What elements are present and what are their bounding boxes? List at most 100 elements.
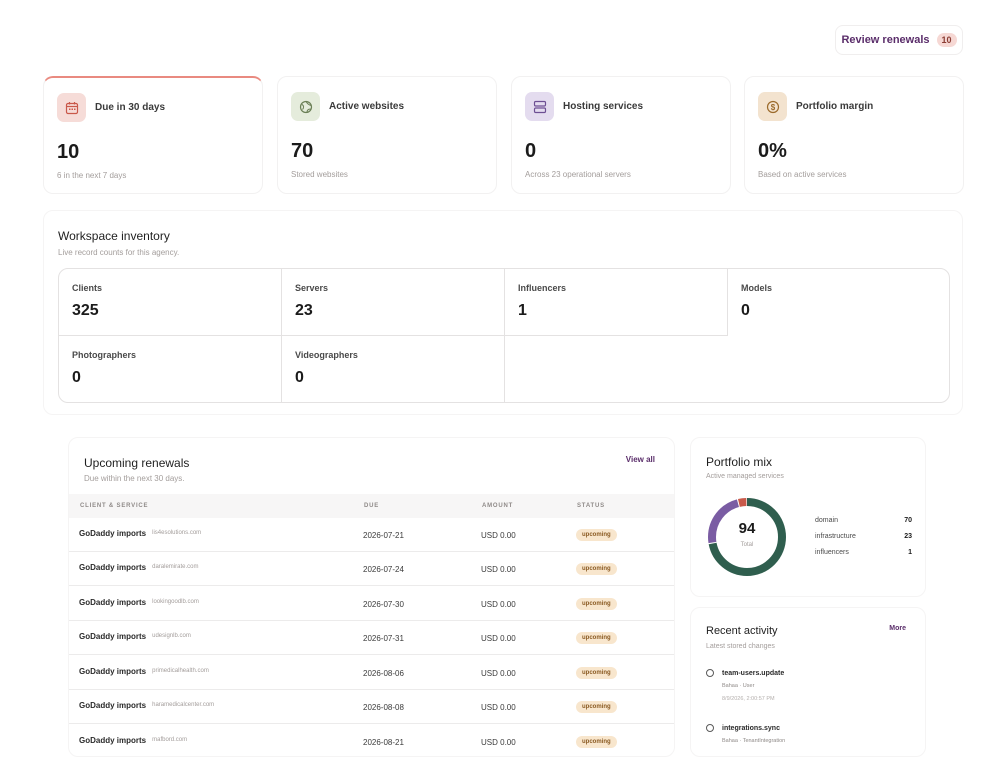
due-date: 2026-08-06	[363, 669, 404, 678]
service-domain: lookingoodlb.com	[152, 599, 199, 605]
amount: USD 0.00	[481, 634, 516, 643]
service-domain: primedicalhealth.com	[152, 668, 209, 674]
service-domain: daralemirate.com	[152, 564, 199, 570]
status-badge: upcoming	[576, 736, 617, 748]
table-row[interactable]: GoDaddy imports lookingoodlb.com 2026-07-3…	[69, 587, 674, 621]
legend-label: influencers	[815, 549, 849, 556]
inventory-item-servers[interactable]: Servers 23	[282, 269, 505, 336]
inventory-item-photographers[interactable]: Photographers 0	[59, 336, 282, 402]
due-date: 2026-08-21	[363, 738, 404, 747]
table-row[interactable]: GoDaddy imports haramedicalcenter.com 2026…	[69, 690, 674, 724]
row-cell-right	[353, 656, 674, 690]
row-cell-left	[69, 656, 353, 690]
kpi-label: Due in 30 days	[95, 102, 166, 113]
donut-segment-domain[interactable]	[708, 498, 786, 576]
kpi-subtext: Stored websites	[291, 170, 348, 179]
column-header-client[interactable]: CLIENT & SERVICE	[80, 503, 149, 509]
workspace-inventory-panel: Workspace inventory Live record counts f…	[43, 210, 963, 415]
client-name: GoDaddy imports	[79, 529, 147, 538]
inventory-item-videographers[interactable]: Videographers 0	[282, 336, 505, 402]
table-row[interactable]: GoDaddy imports udesignlb.com 2026-07-31 US…	[69, 621, 674, 655]
activity-event: team-users.update	[722, 670, 785, 677]
table-row[interactable]: GoDaddy imports lis4esolutions.com 2026-07…	[69, 518, 674, 552]
activity-actor: Bahaa · User	[722, 683, 755, 689]
due-date: 2026-07-30	[363, 600, 404, 609]
legend-label: infrastructure	[815, 533, 856, 540]
section-title: Workspace inventory	[58, 229, 170, 243]
due-date: 2026-08-08	[363, 703, 404, 712]
timeline-dot-icon	[706, 724, 714, 732]
client-name: GoDaddy imports	[79, 701, 147, 710]
review-renewals-label: Review renewals	[841, 34, 930, 46]
inventory-grid: Clients 325 Servers 23 Influencers 1 Mod…	[58, 268, 950, 403]
section-title: Recent activity	[706, 625, 778, 637]
service-domain: mafbord.com	[152, 737, 188, 743]
due-date: 2026-07-21	[363, 531, 404, 540]
kpi-card-websites[interactable]: Active websites 70 Stored websites	[277, 76, 497, 194]
recent-activity-panel: Recent activity Latest stored changes Mo…	[690, 607, 926, 757]
inventory-item-clients[interactable]: Clients 325	[59, 269, 282, 336]
legend-item-influencers: influencers 1	[815, 549, 912, 556]
section-subtitle: Due within the next 30 days.	[84, 474, 185, 483]
section-title: Upcoming renewals	[84, 456, 190, 470]
kpi-subtext: Based on active services	[758, 170, 847, 179]
portfolio-donut-chart	[708, 498, 786, 576]
amount: USD 0.00	[481, 600, 516, 609]
upcoming-renewals-panel: Upcoming renewals Due within the next 30…	[68, 437, 675, 757]
legend-label: domain	[815, 517, 838, 524]
status-badge: upcoming	[576, 563, 617, 575]
kpi-card-due[interactable]: Due in 30 days 10 6 in the next 7 days	[43, 76, 263, 194]
client-name: GoDaddy imports	[79, 736, 147, 745]
view-all-link[interactable]: View all	[625, 455, 655, 464]
kpi-value: 0%	[758, 140, 787, 162]
legend-value: 1	[908, 549, 912, 556]
inventory-item-influencers[interactable]: Influencers 1	[505, 269, 728, 336]
column-header-due[interactable]: DUE	[364, 503, 380, 509]
grid-divider	[727, 269, 728, 336]
inventory-label: Clients	[72, 283, 103, 293]
due-date: 2026-07-24	[363, 565, 404, 574]
activity-time: 8/9/2026, 2:00:57 PM	[722, 696, 775, 702]
row-cell-left	[69, 690, 353, 724]
kpi-value: 10	[57, 141, 80, 163]
review-renewals-button[interactable]: Review renewals 10	[835, 25, 963, 55]
amount: USD 0.00	[481, 531, 516, 540]
kpi-label: Active websites	[329, 101, 405, 112]
activity-event: integrations.sync	[722, 725, 780, 732]
column-header-status[interactable]: STATUS	[577, 503, 605, 509]
row-cell-right	[353, 690, 674, 724]
inventory-value: 0	[295, 369, 304, 386]
portfolio-mix-panel: Portfolio mix Active managed services 94…	[690, 437, 926, 597]
due-date: 2026-07-31	[363, 634, 404, 643]
legend-value: 23	[904, 533, 912, 540]
table-header: CLIENT & SERVICE DUE AMOUNT STATUS	[69, 494, 674, 518]
kpi-card-margin[interactable]: $ Portfolio margin 0% Based on active se…	[744, 76, 964, 194]
column-header-amount[interactable]: AMOUNT	[482, 503, 514, 509]
amount: USD 0.00	[481, 669, 516, 678]
row-cell-right	[353, 587, 674, 621]
inventory-item-models[interactable]: Models 0	[728, 269, 949, 336]
row-cell-left	[69, 621, 353, 655]
legend-value: 70	[904, 517, 912, 524]
amount: USD 0.00	[481, 565, 516, 574]
kpi-card-hosting[interactable]: Hosting services 0 Across 23 operational…	[511, 76, 731, 194]
calendar-icon	[57, 93, 86, 122]
svg-text:$: $	[770, 102, 775, 111]
status-badge: upcoming	[576, 598, 617, 610]
table-row[interactable]: GoDaddy imports daralemirate.com 2026-07-2…	[69, 552, 674, 586]
row-cell-left	[69, 587, 353, 621]
inventory-value: 23	[295, 302, 313, 319]
client-name: GoDaddy imports	[79, 598, 147, 607]
service-domain: haramedicalcenter.com	[152, 702, 215, 708]
kpi-value: 0	[525, 140, 537, 162]
inventory-label: Influencers	[518, 283, 567, 293]
client-name: GoDaddy imports	[79, 632, 147, 641]
server-icon	[525, 92, 554, 121]
table-row[interactable]: GoDaddy imports primedicalhealth.com 2026-…	[69, 656, 674, 690]
inventory-value: 325	[72, 302, 99, 319]
more-link[interactable]: More	[889, 625, 906, 632]
inventory-label: Photographers	[72, 350, 137, 360]
table-row[interactable]: GoDaddy imports mafbord.com 2026-08-21 USD …	[69, 725, 674, 756]
dollar-icon: $	[758, 92, 787, 121]
donut-segment-infrastructure[interactable]	[708, 498, 786, 576]
